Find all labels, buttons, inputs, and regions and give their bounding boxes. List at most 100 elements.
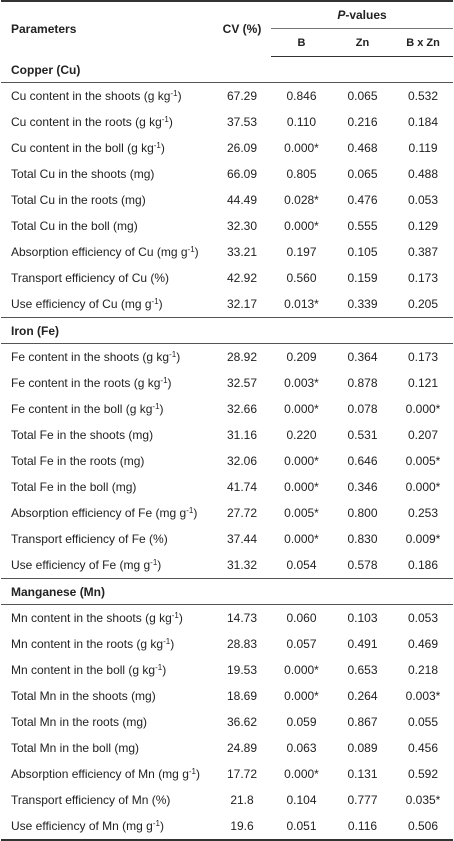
parameter-name: Cu content in the shoots (g kg-1) (1, 83, 213, 110)
table-row: Cu content in the roots (g kg-1) 37.53 0.1… (1, 109, 453, 135)
table-row: Absorption efficiency of Fe (mg g-1) 27.7… (1, 500, 453, 526)
parameter-name: Use efficiency of Cu (mg g-1) (1, 291, 213, 318)
unit-exponent: -1 (152, 819, 160, 828)
zn-pvalue: 0.491 (347, 637, 378, 651)
zn-pvalue: 0.777 (347, 793, 378, 807)
zn-pvalue: 0.531 (347, 428, 378, 442)
bxzn-pvalue: 0.186 (393, 552, 454, 579)
table-body: Copper (Cu) Cu content in the shoots (g k… (1, 56, 454, 841)
zn-header: Zn (332, 28, 393, 57)
parameter-name-text: Total Fe in the roots (mg) (11, 454, 145, 468)
zn-pvalue: 0.555 (347, 219, 378, 233)
parameter-name-tail: ) (176, 350, 181, 364)
table-row: Total Cu in the boll (mg) 32.30 0.000* 0.55… (1, 213, 453, 239)
cv-value: 17.72 (226, 767, 258, 781)
bxzn-pvalue: 0.488 (407, 167, 439, 181)
bxzn-pvalue: 0.009* (405, 532, 441, 546)
parameters-header: Parameters (1, 0, 213, 57)
parameter-name-text: Absorption efficiency of Mn (mg g (11, 767, 189, 781)
unit-exponent: -1 (152, 402, 160, 411)
unit-exponent: -1 (170, 89, 178, 98)
cv-value: 67.29 (226, 89, 258, 103)
table-row: Cu content in the boll (g kg-1) 26.09 0.00… (1, 135, 453, 161)
cv-value: 27.72 (226, 506, 258, 520)
b-header: B (271, 28, 332, 57)
zn-pvalue: 0.078 (347, 402, 378, 416)
parameter-name-text: Total Cu in the boll (mg) (11, 219, 138, 233)
parameter-name-text: Fe content in the roots (g kg (11, 376, 161, 390)
bxzn-pvalue: 0.035* (405, 793, 441, 807)
bxzn-pvalue: 0.055 (407, 715, 439, 729)
b-pvalue: 0.003* (284, 376, 319, 390)
parameter-name-tail: ) (168, 115, 173, 129)
parameter-name-text: Cu content in the shoots (g kg (11, 89, 171, 103)
unit-exponent: -1 (153, 141, 161, 150)
table-row: Fe content in the shoots (g kg-1) 28.92 0.… (1, 344, 453, 371)
table-row: Total Fe in the boll (mg) 41.74 0.000* 0.34… (1, 474, 453, 500)
table-row: Total Cu in the roots (mg) 44.49 0.028* 0.4… (1, 187, 453, 213)
b-pvalue: 0.013* (271, 291, 332, 318)
parameter-name: Use efficiency of Fe (mg g-1) (1, 552, 213, 579)
parameter-name: Fe content in the roots (g kg-1) (1, 370, 213, 396)
parameter-name-text: Total Fe in the boll (mg) (11, 480, 137, 494)
parameter-name-tail: ) (196, 767, 200, 781)
cv-value: 26.09 (226, 141, 258, 155)
zn-pvalue: 0.131 (347, 767, 378, 781)
table-row: Total Cu in the shoots (mg) 66.09 0.805 0.0… (1, 161, 453, 187)
zn-pvalue: 0.867 (347, 715, 378, 729)
parameter-name-text: Total Fe in the shoots (mg) (11, 428, 154, 442)
zn-pvalue: 0.346 (347, 480, 378, 494)
b-pvalue: 0.220 (286, 428, 317, 442)
cv-value: 32.66 (226, 402, 258, 416)
table-row: Transport efficiency of Mn (%) 21.8 0.104 0… (1, 787, 453, 813)
unit-exponent: -1 (169, 350, 177, 359)
parameter-name-text: Transport efficiency of Mn (%) (11, 793, 171, 807)
b-pvalue: 0.209 (286, 350, 317, 364)
parameter-name: Transport efficiency of Fe (%) (1, 526, 213, 552)
pvalues-header-rest: -values (345, 8, 387, 22)
b-pvalue: 0.805 (286, 167, 317, 181)
cv-value: 28.92 (226, 350, 258, 364)
zn-pvalue: 0.264 (347, 689, 378, 703)
parameter-name: Cu content in the boll (g kg-1) (1, 135, 213, 161)
bxzn-pvalue: 0.173 (407, 350, 439, 364)
parameter-name: Mn content in the boll (g kg-1) (1, 657, 213, 683)
cv-value: 32.30 (226, 219, 258, 233)
b-pvalue: 0.000* (284, 532, 319, 546)
table-row: Total Mn in the roots (mg) 36.62 0.059 0.86… (1, 709, 453, 735)
bxzn-pvalue: 0.053 (407, 193, 439, 207)
table-row: Total Fe in the shoots (mg) 31.16 0.220 0.5… (1, 422, 453, 448)
parameter-name-tail: ) (178, 611, 183, 625)
parameter-name-text: Use efficiency of Cu (mg g (11, 297, 152, 311)
pvalues-header-italic: P (337, 8, 346, 22)
parameter-name-text: Total Mn in the boll (mg) (11, 741, 140, 755)
b-pvalue: 0.000* (284, 767, 319, 781)
bxzn-pvalue: 0.207 (407, 428, 439, 442)
table-row: Total Fe in the roots (mg) 32.06 0.000* 0.6… (1, 448, 453, 474)
bxzn-pvalue: 0.121 (407, 376, 439, 390)
bxzn-pvalue: 0.469 (407, 637, 439, 651)
cv-value: 19.53 (226, 663, 258, 677)
b-pvalue: 0.059 (286, 715, 317, 729)
b-pvalue: 0.110 (286, 115, 317, 129)
table-row: Use efficiency of Cu (mg g-1) 32.17 0.013*… (1, 291, 454, 318)
parameter-name: Total Cu in the shoots (mg) (1, 161, 213, 187)
zn-pvalue: 0.065 (347, 167, 378, 181)
parameter-name: Absorption efficiency of Fe (mg g-1) (1, 500, 213, 526)
parameter-name-text: Total Cu in the roots (mg) (11, 193, 146, 207)
table-row: Fe content in the boll (g kg-1) 32.66 0.00… (1, 396, 453, 422)
bxzn-pvalue: 0.205 (393, 291, 454, 318)
zn-pvalue: 0.103 (347, 611, 378, 625)
section-title: Copper (Cu) (1, 56, 454, 83)
cv-value: 18.69 (226, 689, 258, 703)
b-pvalue: 0.000* (284, 454, 319, 468)
b-pvalue: 0.000* (284, 402, 319, 416)
parameter-name: Total Mn in the boll (mg) (1, 735, 213, 761)
cv-value: 44.49 (226, 193, 258, 207)
unit-exponent: -1 (160, 376, 168, 385)
table-row: Mn content in the roots (g kg-1) 28.83 0.0… (1, 631, 453, 657)
b-pvalue: 0.000* (284, 480, 319, 494)
b-pvalue: 0.560 (286, 271, 317, 285)
parameter-name-tail: ) (162, 663, 167, 677)
